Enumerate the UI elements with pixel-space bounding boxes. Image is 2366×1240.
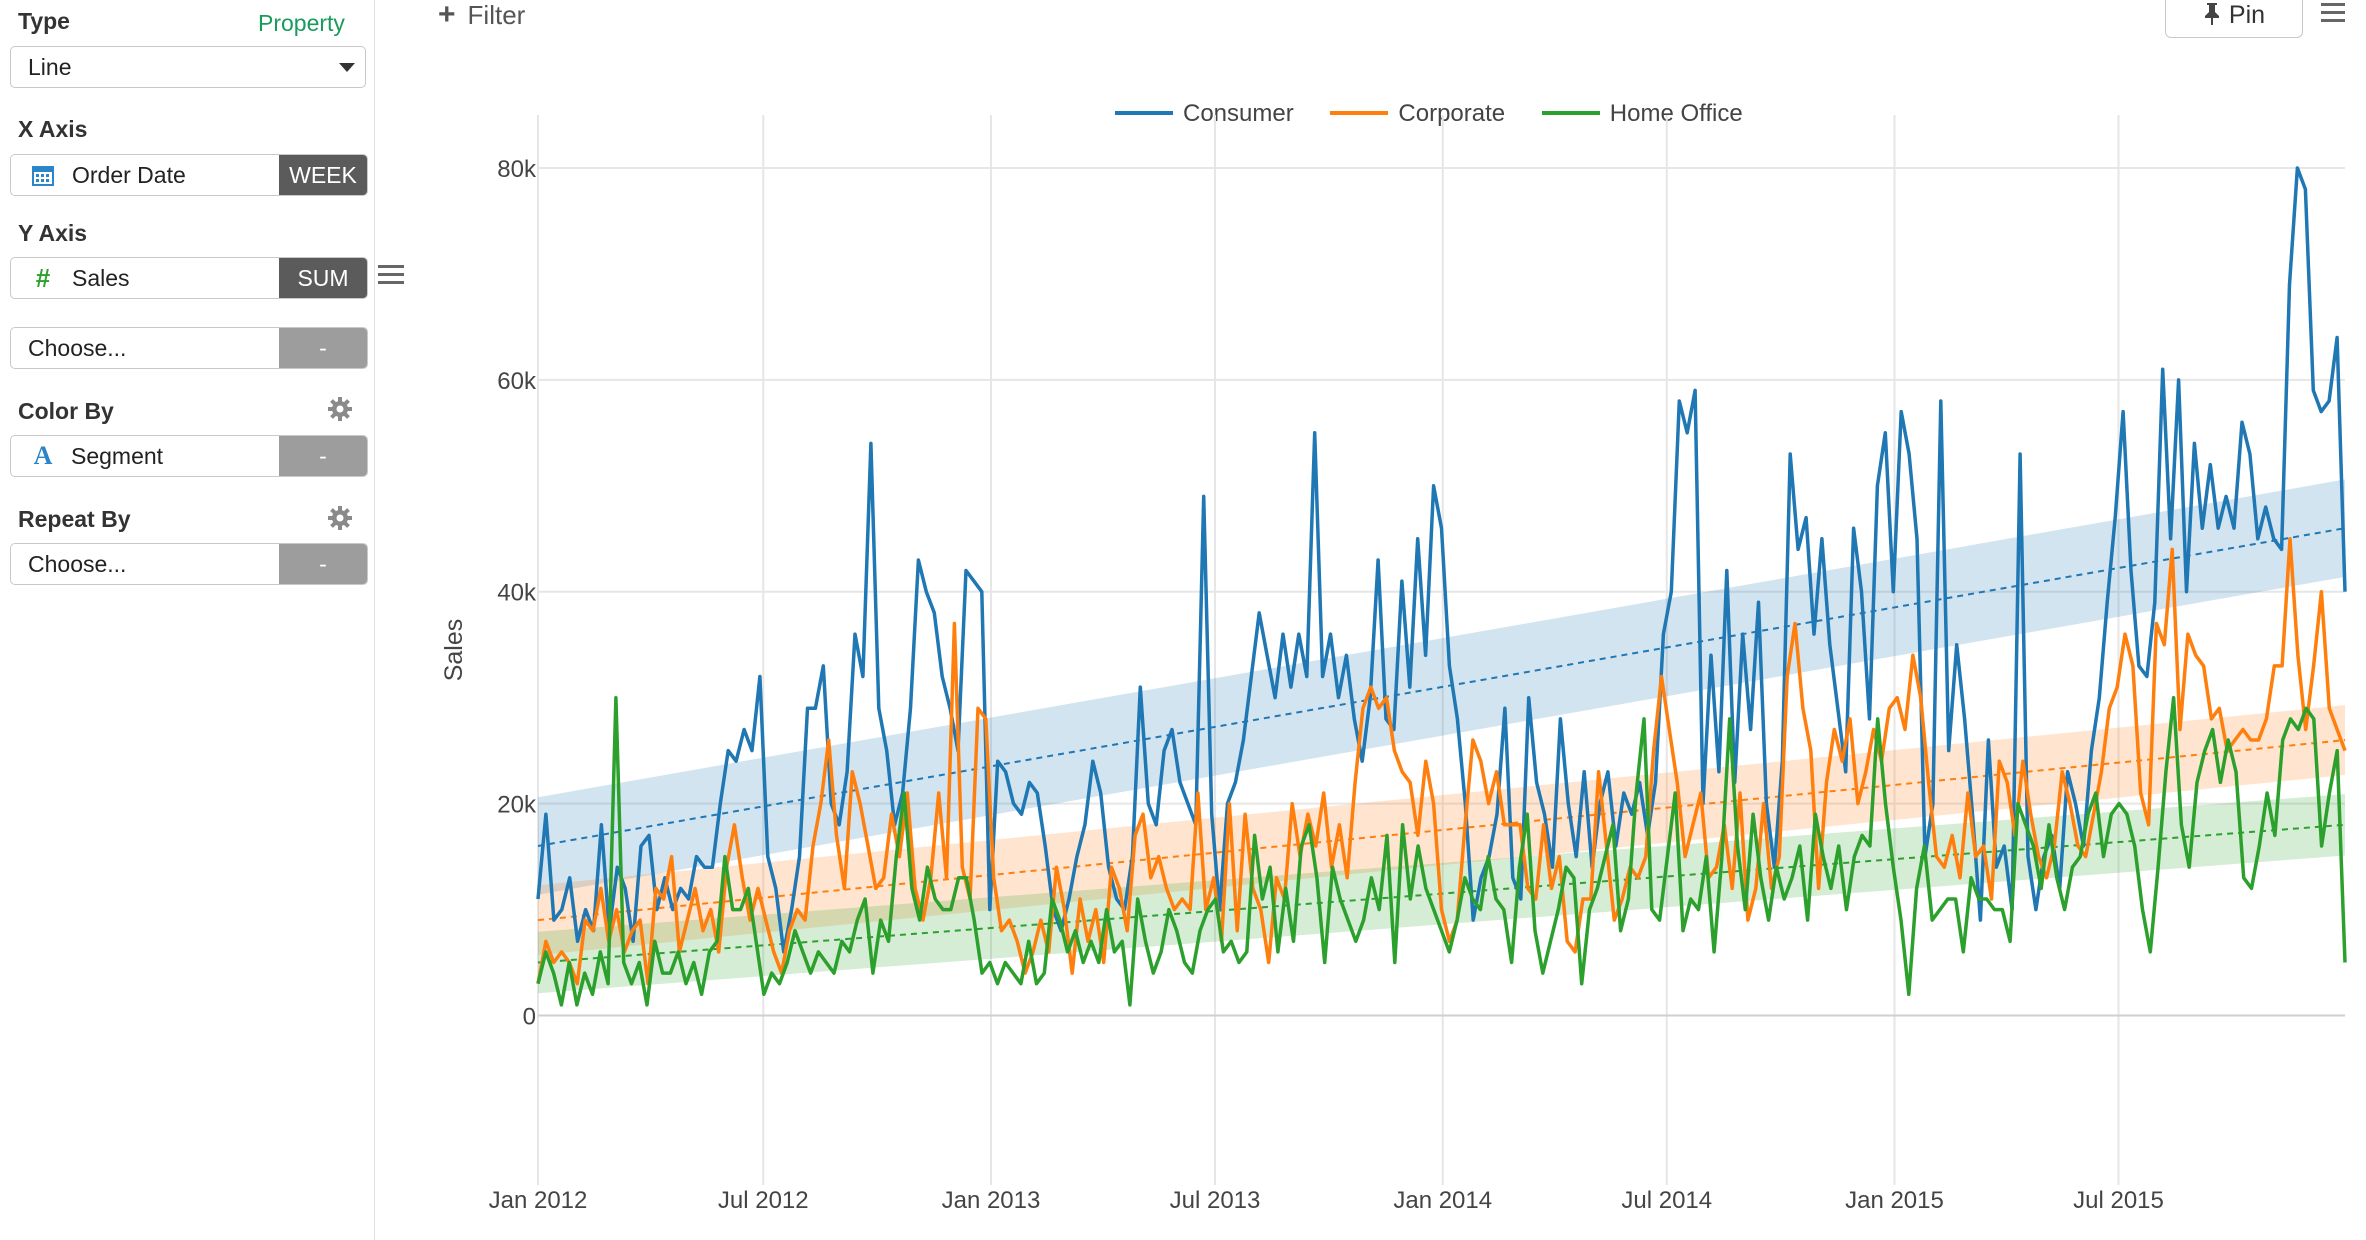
- x-axis-aggregation-button[interactable]: WEEK: [279, 155, 367, 195]
- x-tick-label: Jul 2015: [2073, 1187, 2164, 1214]
- text-type-icon: A: [33, 441, 53, 470]
- x-axis-field-name: Order Date: [72, 162, 186, 188]
- y-tick-label: 40k: [497, 580, 537, 607]
- y-axis-aggregation-button[interactable]: SUM: [279, 258, 367, 298]
- x-tick-label: Jan 2012: [489, 1187, 588, 1214]
- remove-y-field-button[interactable]: -: [279, 328, 367, 368]
- color-by-field[interactable]: A Segment -: [10, 435, 368, 477]
- x-tick-label: Jan 2015: [1845, 1187, 1944, 1214]
- color-by-label: Color By: [18, 398, 114, 424]
- chart-type-value: Line: [28, 54, 72, 80]
- y-axis-field[interactable]: # Sales SUM: [10, 257, 368, 299]
- x-tick-label: Jul 2014: [1621, 1187, 1712, 1214]
- legend-item-home-office[interactable]: Home Office: [1541, 100, 1743, 128]
- y-axis-title: Sales: [440, 619, 468, 682]
- series-line-home-office: [536, 695, 2347, 1007]
- legend-label-consumer: Consumer: [1183, 100, 1294, 127]
- remove-repeat-by-button[interactable]: -: [279, 544, 367, 584]
- legend-item-consumer[interactable]: Consumer: [1115, 100, 1294, 128]
- menu-icon[interactable]: [2321, 3, 2345, 23]
- plus-icon: +: [438, 0, 456, 31]
- filter-label: Filter: [467, 0, 526, 30]
- x-tick-label: Jan 2014: [1393, 1187, 1492, 1214]
- y-axis-field-name: Sales: [72, 265, 130, 291]
- calendar-icon: [29, 155, 57, 195]
- x-axis-field[interactable]: Order Date WEEK: [10, 154, 368, 196]
- color-by-field-name: Segment: [71, 443, 164, 469]
- repeat-by-value: Choose...: [28, 551, 127, 577]
- legend-label-home-office: Home Office: [1609, 100, 1743, 127]
- chevron-down-icon: [339, 63, 355, 72]
- x-tick-label: Jan 2013: [942, 1187, 1041, 1214]
- legend-label-corporate: Corporate: [1398, 100, 1506, 127]
- gear-icon[interactable]: [327, 396, 353, 422]
- repeat-by-field[interactable]: Choose... -: [10, 543, 368, 585]
- remove-color-by-button[interactable]: -: [279, 436, 367, 476]
- property-link[interactable]: Property: [258, 10, 345, 36]
- legend-swatch-home-office: [1541, 110, 1600, 115]
- y-tick-label: 20k: [497, 792, 537, 819]
- x-tick-label: Jul 2013: [1170, 1187, 1261, 1214]
- legend-swatch-corporate: [1330, 110, 1389, 115]
- settings-sidebar: Type Property Line X Axis Order Date WEE…: [0, 0, 375, 1240]
- pin-button[interactable]: Pin: [2165, 0, 2303, 38]
- pin-label: Pin: [2228, 1, 2266, 29]
- x-axis-label: X Axis: [18, 116, 88, 142]
- x-tick-label: Jul 2012: [718, 1187, 809, 1214]
- type-label: Type: [18, 8, 70, 34]
- hash-icon: #: [35, 263, 51, 293]
- y-axis-second-field[interactable]: Choose... -: [10, 327, 368, 369]
- y-tick-label: 80k: [497, 156, 537, 183]
- y-tick-label: 60k: [497, 368, 537, 395]
- gear-icon[interactable]: [327, 505, 353, 531]
- y-tick-label: 0: [523, 1003, 536, 1030]
- legend-swatch-consumer: [1115, 110, 1173, 115]
- trend-line: [537, 527, 2346, 847]
- choose-placeholder: Choose...: [28, 335, 127, 361]
- repeat-by-label: Repeat By: [18, 506, 131, 532]
- y-axis-menu-icon[interactable]: [378, 265, 404, 285]
- add-filter-button[interactable]: + Filter: [438, 0, 525, 32]
- y-axis-label: Y Axis: [18, 220, 88, 246]
- chart-type-select[interactable]: Line: [10, 46, 366, 88]
- pin-icon: [2204, 3, 2219, 25]
- legend-item-corporate[interactable]: Corporate: [1330, 100, 1505, 128]
- chart-legend: Consumer Corporate Home Office: [1115, 100, 1773, 136]
- trend-line: [537, 739, 2346, 922]
